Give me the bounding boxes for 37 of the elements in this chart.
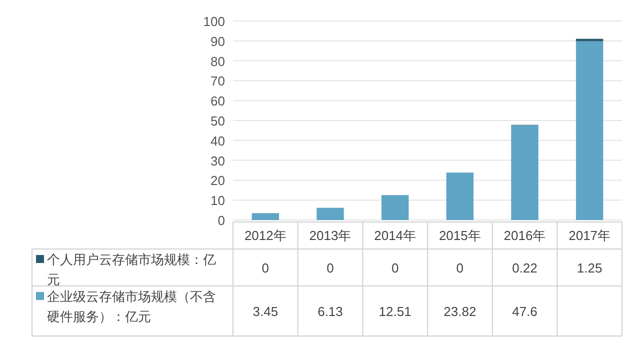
bar <box>316 208 344 220</box>
data-label: 3.45 <box>252 304 278 319</box>
legend-label: 企业级云存储市场规模（不含硬件服务）：亿元 <box>47 289 216 324</box>
bar <box>252 213 280 220</box>
x-tick-label: 2016年 <box>504 228 546 243</box>
bar <box>576 38 604 42</box>
y-tick-label: 10 <box>210 193 225 208</box>
y-tick-label: 100 <box>203 14 225 29</box>
y-tick-label: 40 <box>210 133 225 148</box>
x-tick-label: 2013年 <box>309 228 352 243</box>
bar <box>576 41 604 220</box>
data-label: 12.51 <box>378 304 412 319</box>
data-label: 1.25 <box>576 260 602 276</box>
y-tick-label: 0 <box>218 213 225 228</box>
y-tick-label: 20 <box>210 173 225 188</box>
y-tick-label: 60 <box>210 94 225 109</box>
data-label: 6.13 <box>318 304 343 319</box>
data-label: 0 <box>326 260 334 276</box>
y-tick-label: 30 <box>210 153 225 168</box>
y-tick-label: 50 <box>210 114 225 128</box>
data-label: 23.82 <box>444 304 476 319</box>
bar <box>446 172 474 220</box>
y-tick-label: 70 <box>210 74 225 89</box>
data-label: 0 <box>391 260 399 276</box>
x-tick-label: 2017年 <box>568 228 611 243</box>
bar <box>381 195 409 220</box>
y-tick-label: 80 <box>210 54 225 69</box>
data-label: 0 <box>262 260 270 276</box>
bar <box>511 125 538 220</box>
x-tick-label: 2012年 <box>244 228 286 243</box>
x-tick-label: 2015年 <box>438 228 481 243</box>
data-label: 0.22 <box>512 260 538 276</box>
legend-label: 个人用户云存储市场规模：亿元 <box>47 252 216 287</box>
y-tick-label: 90 <box>210 34 225 49</box>
data-label: 47.6 <box>512 304 538 319</box>
data-label: 0 <box>456 260 464 276</box>
x-tick-label: 2014年 <box>374 228 416 243</box>
